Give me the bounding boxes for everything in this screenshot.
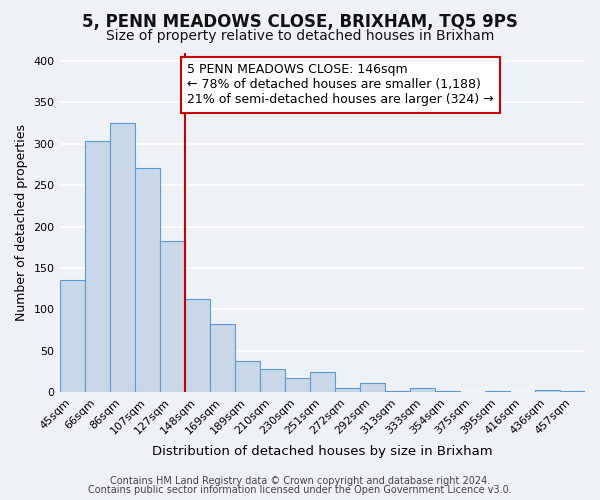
Bar xyxy=(85,141,110,393)
Bar xyxy=(59,280,85,392)
Bar xyxy=(235,361,260,392)
Bar xyxy=(560,390,585,392)
Bar xyxy=(285,378,310,392)
Bar xyxy=(310,372,335,392)
X-axis label: Distribution of detached houses by size in Brixham: Distribution of detached houses by size … xyxy=(152,444,493,458)
Bar xyxy=(410,388,435,392)
Bar xyxy=(160,240,185,392)
Bar xyxy=(360,383,385,392)
Text: 5 PENN MEADOWS CLOSE: 146sqm
← 78% of detached houses are smaller (1,188)
21% of: 5 PENN MEADOWS CLOSE: 146sqm ← 78% of de… xyxy=(187,64,494,106)
Text: 5, PENN MEADOWS CLOSE, BRIXHAM, TQ5 9PS: 5, PENN MEADOWS CLOSE, BRIXHAM, TQ5 9PS xyxy=(82,12,518,30)
Bar xyxy=(335,388,360,392)
Bar xyxy=(485,390,510,392)
Text: Size of property relative to detached houses in Brixham: Size of property relative to detached ho… xyxy=(106,29,494,43)
Bar xyxy=(209,324,235,392)
Bar xyxy=(110,123,134,392)
Text: Contains public sector information licensed under the Open Government Licence v3: Contains public sector information licen… xyxy=(88,485,512,495)
Bar xyxy=(134,168,160,392)
Y-axis label: Number of detached properties: Number of detached properties xyxy=(15,124,28,321)
Bar xyxy=(185,300,209,392)
Text: Contains HM Land Registry data © Crown copyright and database right 2024.: Contains HM Land Registry data © Crown c… xyxy=(110,476,490,486)
Bar xyxy=(535,390,560,392)
Bar xyxy=(260,369,285,392)
